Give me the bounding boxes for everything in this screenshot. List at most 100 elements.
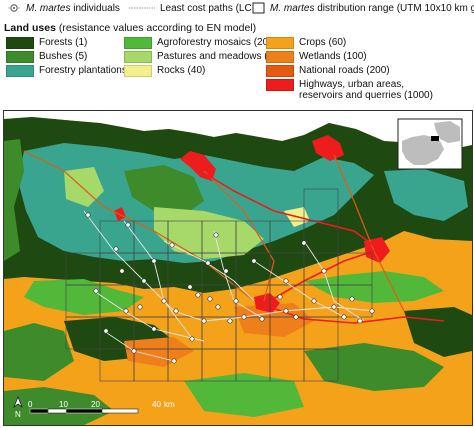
legend-swatch <box>266 65 294 77</box>
individual-marker <box>137 304 143 310</box>
individual-marker <box>207 296 213 302</box>
individual-marker <box>195 292 201 298</box>
north-arrow: N <box>13 395 23 419</box>
legend-land-use-item: Crops (60) <box>266 37 346 49</box>
legend-land-use-item: Forests (1) <box>6 37 87 49</box>
legend-land-use-item: Agroforestry mosaics (20) <box>124 37 271 49</box>
utm-grid-cell <box>303 188 339 222</box>
urban-misc <box>114 207 126 221</box>
bushes-zone-central <box>124 165 204 215</box>
legend-swatch <box>124 37 152 49</box>
north-arrow-icon <box>13 395 23 409</box>
bushes-zone-southwest <box>4 387 114 425</box>
range-box-icon <box>252 2 265 14</box>
individual-marker <box>125 222 131 228</box>
legend-land-use-item: Bushes (5) <box>6 51 87 63</box>
inset-study-area <box>431 136 439 141</box>
legend-label: National roads (200) <box>299 65 390 76</box>
scale-tick-0: 0 <box>28 400 33 409</box>
land-use-map: N 0 10 20 40 km <box>3 110 473 426</box>
road-line <box>333 154 405 312</box>
legend-label: Crops (60) <box>299 37 347 48</box>
individual-marker <box>283 278 289 284</box>
legend-land-use-item: Rocks (40) <box>124 65 205 77</box>
scale-segment-4 <box>101 408 139 414</box>
agroforestry-zone-2 <box>304 271 444 303</box>
legend-item-range: M. martes distribution range (UTM 10x10 … <box>252 2 474 14</box>
legend-land-use-item: Wetlands (100) <box>266 51 367 63</box>
road-line <box>203 170 275 302</box>
individual-marker <box>131 348 137 354</box>
distribution-range-grid <box>65 188 373 382</box>
individual-marker <box>103 328 109 334</box>
legend-swatch <box>6 37 34 49</box>
least-cost-path <box>253 260 345 318</box>
legend-item-lcp: Least cost paths (LCP) <box>128 2 262 14</box>
individual-marker <box>189 336 195 342</box>
least-cost-path <box>213 230 265 320</box>
individual-marker <box>259 316 265 322</box>
inset-france <box>434 121 460 143</box>
individual-marker <box>119 268 125 274</box>
individual-marker <box>141 278 147 284</box>
legend-label: Wetlands (100) <box>299 51 367 62</box>
legend-swatch <box>266 51 294 63</box>
map-canvas: N 0 10 20 40 km <box>4 111 472 425</box>
legend-swatch <box>6 65 34 77</box>
highway-line <box>263 304 445 324</box>
individual-marker <box>187 284 193 290</box>
individual-marker <box>113 246 119 252</box>
road-line <box>23 150 255 302</box>
legend-item-individuals: M. martes individuals <box>6 2 120 14</box>
individual-marker <box>215 304 221 310</box>
wetlands-patch-2 <box>124 337 194 367</box>
legend-label: Pastures and meadows (30) <box>157 51 283 62</box>
scale-unit: km <box>164 400 175 409</box>
individual-marker <box>369 308 375 314</box>
legend-label: Forestry plantations (10) <box>39 65 148 76</box>
scale-tick-10: 10 <box>59 400 68 409</box>
individual-marker <box>341 314 347 320</box>
agroforestry-zone-3 <box>184 373 304 417</box>
individual-marker <box>293 314 299 320</box>
highway-line <box>193 166 377 248</box>
individual-marker <box>233 298 239 304</box>
urban-san-sebastian <box>312 135 344 161</box>
range-label: distribution range (UTM 10x10 km grid) <box>314 2 474 14</box>
utm-grid-cell <box>65 316 101 350</box>
least-cost-path <box>93 290 205 342</box>
legend-top-row: M. martes individuals Least cost paths (… <box>0 2 474 18</box>
legend-swatch <box>266 79 294 91</box>
individual-marker <box>205 260 211 266</box>
least-cost-path <box>123 220 195 342</box>
legend-label: Highways, urban areas, reservoirs and que… <box>299 79 433 101</box>
bushes-zone-south <box>4 323 74 381</box>
individual-marker <box>301 240 307 246</box>
individual-marker <box>349 296 355 302</box>
individual-marker-icon <box>8 4 20 12</box>
individual-marker <box>223 268 229 274</box>
legend-swatch <box>124 65 152 77</box>
legend-heading: Land uses (resistance values according t… <box>4 22 256 34</box>
individual-marker <box>93 288 99 294</box>
legend-heading-bold: Land uses <box>4 22 56 34</box>
individual-marker <box>277 294 283 300</box>
legend-label: Agroforestry mosaics (20) <box>157 37 272 48</box>
national-roads <box>23 150 405 312</box>
map-legend: M. martes individuals Least cost paths (… <box>0 0 474 110</box>
sea-area <box>4 111 472 151</box>
scale-bar: 0 10 20 40 km <box>28 400 175 414</box>
legend-swatch <box>266 37 294 49</box>
individual-marker <box>173 308 179 314</box>
scale-segment-2 <box>47 408 67 414</box>
legend-heading-rest: (resistance values according to EN model… <box>55 22 257 34</box>
individual-marker <box>213 232 219 238</box>
wetlands-patch <box>234 303 314 337</box>
individual-marker <box>227 318 233 324</box>
individual-marker <box>123 308 129 314</box>
bushes-zone-southeast <box>304 343 444 391</box>
inset-iberia <box>402 135 444 165</box>
legend-land-use-item: National roads (200) <box>266 65 390 77</box>
individuals-label: individuals <box>70 2 120 14</box>
scale-segment-3 <box>65 408 103 414</box>
